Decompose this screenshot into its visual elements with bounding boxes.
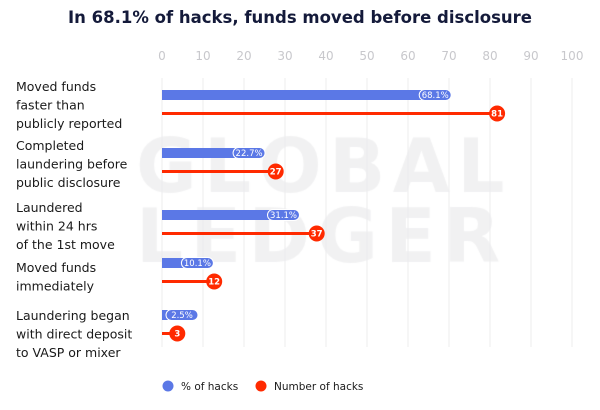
legend-label-pct: % of hacks <box>181 381 238 393</box>
dot-count <box>206 273 223 290</box>
chart-title: In 68.1% of hacks, funds moved before di… <box>68 8 532 27</box>
category-label: of the 1st move <box>16 237 115 252</box>
category-label: public disclosure <box>16 175 121 190</box>
x-tick-label: 10 <box>195 49 210 63</box>
dot-count <box>489 105 506 122</box>
bar-pct-label-pill <box>165 309 199 321</box>
dot-count-label: 3 <box>174 330 180 340</box>
legend-label-count: Number of hacks <box>274 381 363 393</box>
x-tick-label: 100 <box>561 49 584 63</box>
x-tick-label: 40 <box>318 49 333 63</box>
bar-pct-label: 2.5% <box>171 311 193 321</box>
category-label: Completed <box>16 138 84 153</box>
bar-pct-label: 68.1% <box>422 91 449 101</box>
bar-pct-label-pill <box>418 89 452 101</box>
category-label: Moved funds <box>16 79 96 94</box>
x-tick-label: 90 <box>523 49 538 63</box>
x-tick-label: 50 <box>359 49 374 63</box>
category-label: Laundering began <box>16 308 130 323</box>
x-tick-label: 60 <box>400 49 415 63</box>
dot-count <box>169 325 186 342</box>
legend-marker-count <box>255 380 267 392</box>
category-label: Moved funds <box>16 260 96 275</box>
category-label: immediately <box>16 279 95 294</box>
category-label: laundering before <box>16 157 128 172</box>
bar-pct-label-pill <box>267 209 301 221</box>
category-label: within 24 hrs <box>16 219 97 234</box>
bar-pct-label: 22.7% <box>236 149 263 159</box>
category-label: faster than <box>16 98 85 113</box>
bar-pct-label-pill <box>232 147 266 159</box>
bar-pct-label: 31.1% <box>270 211 297 221</box>
bar-pct-label-pill <box>180 257 214 269</box>
dot-count-label: 81 <box>491 110 503 120</box>
dot-count <box>267 163 284 180</box>
category-label: Laundered <box>16 200 83 215</box>
category-label: publicly reported <box>16 116 122 131</box>
bar-pct-label: 10.1% <box>184 259 211 269</box>
x-tick-label: 80 <box>482 49 497 63</box>
bar-pct <box>162 90 428 100</box>
category-label: with direct deposit <box>16 327 132 342</box>
legend: % of hacks Number of hacks <box>162 380 363 393</box>
dot-count-label: 37 <box>311 230 323 240</box>
x-tick-labels: 0 10 20 30 40 50 60 70 80 90 100 <box>158 49 583 63</box>
bar-pct <box>162 258 190 268</box>
bar-pct <box>162 148 242 158</box>
x-tick-label: 30 <box>277 49 292 63</box>
x-tick-label: 20 <box>236 49 251 63</box>
category-labels: Moved funds faster than publicly reported C… <box>16 79 132 360</box>
bar-pct <box>162 210 276 220</box>
dot-count <box>308 225 325 242</box>
x-tick-label: 0 <box>158 49 166 63</box>
dot-count-label: 12 <box>208 278 220 288</box>
data-marks: 68.1% 81 22.7% 27 31.1% 37 10.1% 12 2.5% 3 <box>162 89 506 342</box>
legend-marker-pct <box>162 380 174 392</box>
category-label: to VASP or mixer <box>16 345 121 360</box>
x-tick-label: 70 <box>441 49 456 63</box>
dot-count-label: 27 <box>270 168 282 178</box>
